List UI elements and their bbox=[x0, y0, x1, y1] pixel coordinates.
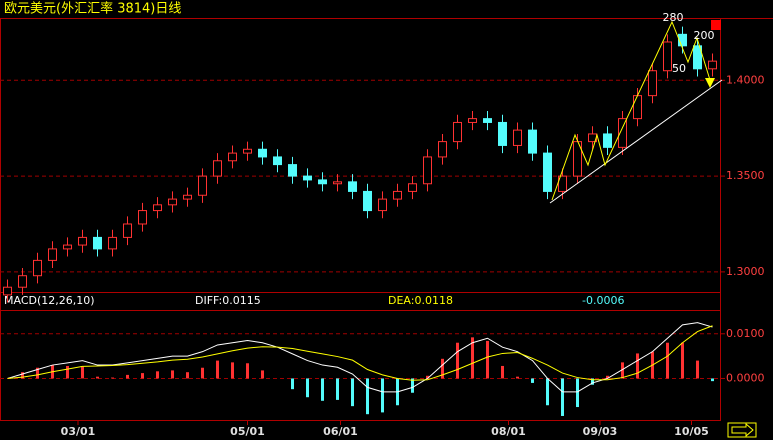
candle-body bbox=[18, 275, 27, 288]
chart-title: 欧元美元(外汇汇率 3814)日线 bbox=[4, 1, 181, 17]
candle-body bbox=[258, 148, 267, 158]
candle-body bbox=[558, 175, 567, 192]
macd-line bbox=[7, 325, 713, 381]
dea-label: DEA:0.0118 bbox=[388, 294, 453, 307]
candle-body bbox=[228, 152, 237, 162]
candle-body bbox=[198, 175, 207, 196]
candle-body bbox=[78, 236, 87, 246]
marker bbox=[711, 20, 721, 30]
candle-body bbox=[438, 141, 447, 158]
candle-body bbox=[213, 160, 222, 177]
x-tick-label: 06/01 bbox=[323, 425, 358, 438]
candle-body bbox=[33, 259, 42, 277]
candle-body bbox=[183, 194, 192, 200]
candle-body bbox=[348, 181, 357, 192]
candle-body bbox=[543, 152, 552, 192]
candle-body bbox=[603, 133, 612, 148]
candle-body bbox=[633, 95, 642, 120]
candle-body bbox=[243, 148, 252, 154]
candle-body bbox=[453, 121, 462, 143]
wave-line bbox=[551, 20, 711, 201]
candle-body bbox=[483, 118, 492, 123]
y-tick-label: 1.3500 bbox=[726, 169, 765, 182]
macd-line bbox=[7, 322, 713, 393]
x-tick-label: 05/01 bbox=[230, 425, 265, 438]
diff-label: DIFF:0.0115 bbox=[195, 294, 261, 307]
candle-body bbox=[153, 204, 162, 212]
candle-body bbox=[708, 60, 717, 70]
candle-body bbox=[378, 198, 387, 212]
candle-body bbox=[363, 190, 372, 212]
candle-body bbox=[408, 183, 417, 192]
candle-body bbox=[303, 175, 312, 181]
candle-body bbox=[663, 41, 672, 72]
y-tick-label: 0.0000 bbox=[726, 371, 765, 384]
candle-body bbox=[123, 223, 132, 238]
candle-body bbox=[423, 156, 432, 185]
candle-body bbox=[93, 236, 102, 250]
candle-body bbox=[498, 121, 507, 146]
arrow-head bbox=[705, 78, 715, 88]
candle-body bbox=[48, 248, 57, 261]
y-tick-label: 0.0100 bbox=[726, 327, 765, 340]
annotation: 200 bbox=[694, 29, 715, 42]
candle-body bbox=[648, 70, 657, 97]
panel-title: MACD(12,26,10) bbox=[4, 294, 95, 307]
x-tick-label: 10/05 bbox=[674, 425, 709, 438]
candle-body bbox=[3, 286, 12, 296]
macd-label: -0.0006 bbox=[582, 294, 624, 307]
y-tick-label: 1.3000 bbox=[726, 265, 765, 278]
candle-body bbox=[63, 244, 72, 250]
candle-body bbox=[528, 129, 537, 154]
x-tick-label: 08/01 bbox=[491, 425, 526, 438]
candle-body bbox=[333, 181, 342, 185]
annotation: 280 bbox=[663, 11, 684, 24]
y-tick-label: 1.4000 bbox=[726, 73, 765, 86]
x-tick-label: 09/03 bbox=[583, 425, 618, 438]
candle-body bbox=[318, 179, 327, 185]
candle-body bbox=[273, 156, 282, 166]
scroll-arrow bbox=[731, 422, 754, 438]
candle-body bbox=[108, 236, 117, 250]
trend-line bbox=[549, 79, 723, 204]
candle-body bbox=[168, 198, 177, 206]
candle-body bbox=[678, 33, 687, 47]
scroll-button[interactable] bbox=[727, 422, 757, 438]
marks: 1.4000 1.3500 1.3000 0.0100 0.0000 03/01 05/01… bbox=[0, 26, 765, 438]
candle-body bbox=[138, 210, 147, 225]
x-tick-label: 03/01 bbox=[61, 425, 96, 438]
candle-body bbox=[513, 129, 522, 146]
annotation: 50 bbox=[672, 62, 686, 75]
candle-body bbox=[393, 190, 402, 200]
candle-body bbox=[288, 164, 297, 177]
candle-body bbox=[693, 45, 702, 70]
candle-body bbox=[468, 118, 477, 123]
candle-body bbox=[618, 118, 627, 148]
